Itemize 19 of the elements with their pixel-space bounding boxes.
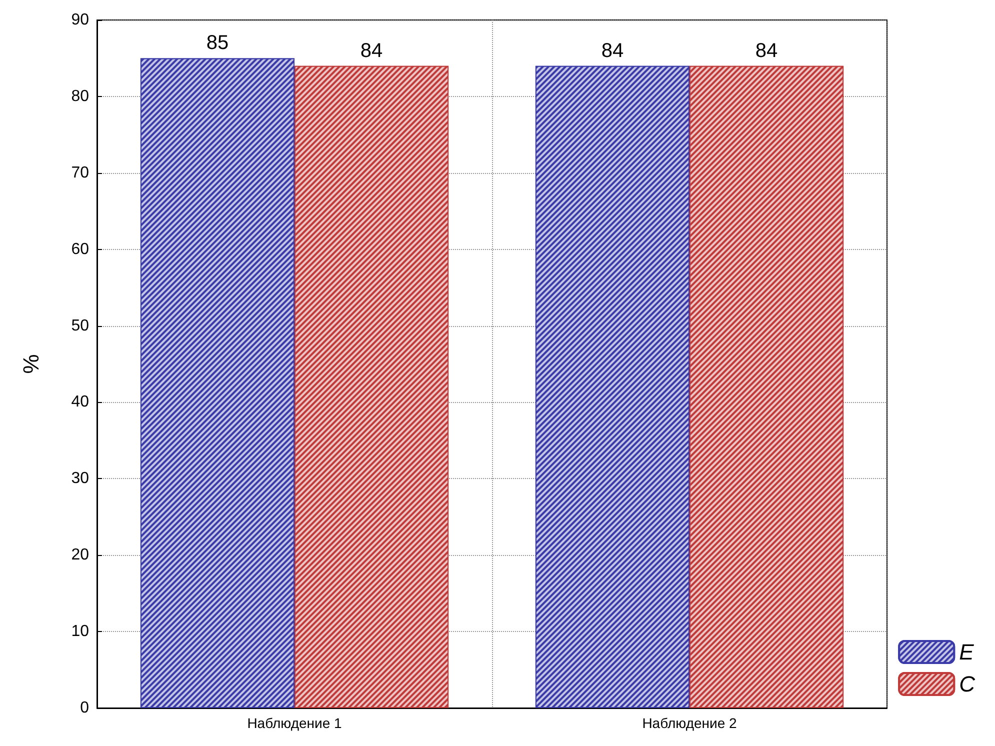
y-tick-label: 60 xyxy=(71,240,90,258)
y-tick-label: 80 xyxy=(71,88,90,105)
y-tick-label: 90 xyxy=(71,12,90,28)
y-tick-label: 50 xyxy=(71,317,90,334)
y-tick-label: 0 xyxy=(80,700,90,716)
data-label: 84 xyxy=(360,40,383,62)
x-tick-label: Наблюдение 1 xyxy=(247,715,342,731)
y-tick-label: 30 xyxy=(71,470,90,488)
y-tick-label: 40 xyxy=(71,394,90,411)
x-tick-label: Наблюдение 2 xyxy=(642,715,738,731)
y-tick-label: 70 xyxy=(71,164,90,182)
data-label: 84 xyxy=(601,40,624,62)
y-axis-title: % xyxy=(18,354,44,374)
legend-label: E xyxy=(959,640,974,664)
data-label: 85 xyxy=(206,32,229,54)
y-tick-label: 20 xyxy=(71,546,90,564)
y-tick-label: 10 xyxy=(71,623,90,640)
data-label: 84 xyxy=(755,40,778,62)
legend-label: C xyxy=(959,672,976,696)
